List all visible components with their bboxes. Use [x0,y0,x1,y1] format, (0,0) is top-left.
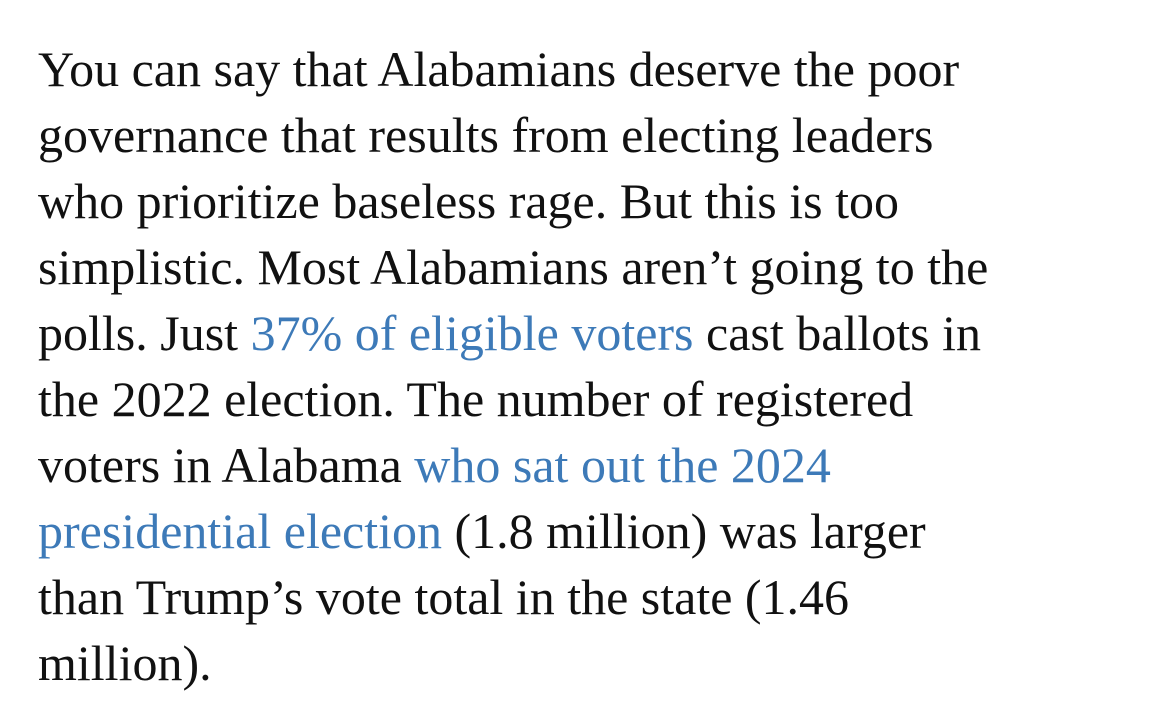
text-line: who prioritize baseless rage. But this i… [38,173,899,229]
text-line: voters in Alabama who sat out the 2024 [38,432,988,498]
eligible-voters-link[interactable]: 37% of eligible voters [250,305,694,361]
sat-out-2024-link[interactable]: who sat out the 2024 [414,437,831,493]
text-line: polls. Just 37% of eligible voters cast … [38,300,988,366]
article-paragraph: You can say that Alabamians deserve the … [38,36,988,696]
text-line: governance that results from electing le… [38,107,934,163]
text-line: You can say that Alabamians deserve the … [38,41,960,97]
text-segment: polls. Just [38,305,251,361]
text-line: than Trump’s vote total in the state (1.… [38,569,850,625]
sat-out-2024-link-continued[interactable]: presidential election [38,503,443,559]
text-line: presidential election (1.8 million) was … [38,498,988,564]
text-segment: cast ballots in [693,305,981,361]
text-segment: voters in Alabama [38,437,415,493]
text-line: simplistic. Most Alabamians aren’t going… [38,239,989,295]
text-line: the 2022 election. The number of registe… [38,371,914,427]
text-segment: (1.8 million) was larger [442,503,926,559]
text-line: million). [38,635,212,691]
